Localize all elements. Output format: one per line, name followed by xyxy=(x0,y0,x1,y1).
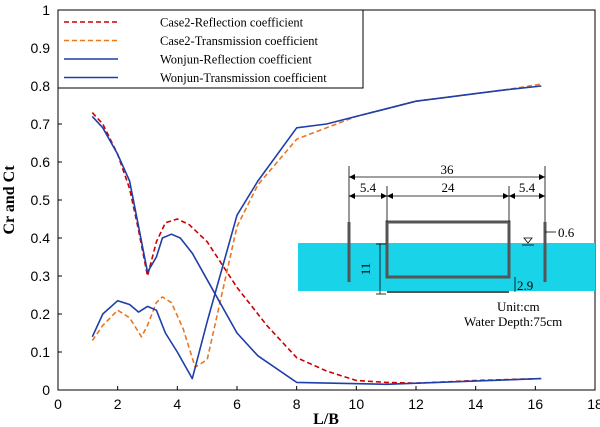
unit-label: Unit:cm xyxy=(497,299,540,314)
x-tick-label: 16 xyxy=(528,396,544,412)
dim-box-width: 24 xyxy=(442,180,456,195)
series-line-3 xyxy=(91,115,542,386)
x-tick-label: 14 xyxy=(468,396,484,412)
x-axis-ticks: 0 2 4 6 8 10 12 14 16 18 xyxy=(54,386,600,412)
legend-label: Case2-Transmission coefficient xyxy=(160,34,318,48)
dim-left-gap: 5.4 xyxy=(360,180,377,195)
dim-arrow xyxy=(349,193,545,199)
legend-label: Case2-Reflection coefficient xyxy=(160,16,304,30)
x-tick-label: 10 xyxy=(349,396,365,412)
y-tick-label: 0.9 xyxy=(31,40,51,56)
x-axis-title: L/B xyxy=(313,411,339,427)
series-layer xyxy=(91,83,542,386)
legend-box xyxy=(57,9,364,89)
legend-label: Wonjun-Transmission coefficient xyxy=(160,71,327,85)
dim-freeboard: 0.6 xyxy=(558,225,575,240)
series-line-1 xyxy=(91,112,542,385)
y-tick-label: 0.5 xyxy=(31,192,51,208)
dim-clearance: 2.9 xyxy=(517,278,533,293)
y-tick-label: 0.6 xyxy=(31,154,51,170)
y-tick-label: 0 xyxy=(42,382,50,398)
water-depth-label: Water Depth:75cm xyxy=(464,314,562,329)
water-level-icon xyxy=(523,237,533,244)
y-tick-label: 0.3 xyxy=(31,268,51,284)
dim-right-gap: 5.4 xyxy=(519,180,536,195)
y-axis-ticks: 0 0.1 0.2 0.3 0.4 0.5 0.6 0.7 0.8 0.9 1 xyxy=(31,2,62,398)
inset-diagram: 36 5.4 24 5.4 0.6 11 2.9 Unit:cm Water D… xyxy=(298,162,595,329)
y-tick-label: 0.7 xyxy=(31,116,51,132)
x-tick-label: 4 xyxy=(173,396,181,412)
y-tick-label: 0.1 xyxy=(31,344,51,360)
y-tick-label: 0.2 xyxy=(31,306,51,322)
x-tick-label: 0 xyxy=(54,396,62,412)
x-tick-label: 12 xyxy=(408,396,424,412)
legend: Case2-Reflection coefficient Case2-Transm… xyxy=(57,9,364,89)
y-tick-label: 0.4 xyxy=(31,230,51,246)
x-tick-label: 8 xyxy=(293,396,301,412)
x-tick-label: 6 xyxy=(233,396,241,412)
water-region xyxy=(298,243,595,291)
dim-draft: 11 xyxy=(358,263,373,276)
y-axis-title: Cr and Ct xyxy=(1,165,18,235)
x-tick-label: 2 xyxy=(114,396,122,412)
series-line-4 xyxy=(91,85,542,380)
y-tick-label: 1 xyxy=(42,2,50,18)
floating-box xyxy=(385,220,511,279)
y-tick-label: 0.8 xyxy=(31,78,51,94)
legend-label: Wonjun-Reflection coefficient xyxy=(160,53,312,67)
x-tick-label: 18 xyxy=(587,396,600,412)
dim-total-width: 36 xyxy=(441,162,455,177)
